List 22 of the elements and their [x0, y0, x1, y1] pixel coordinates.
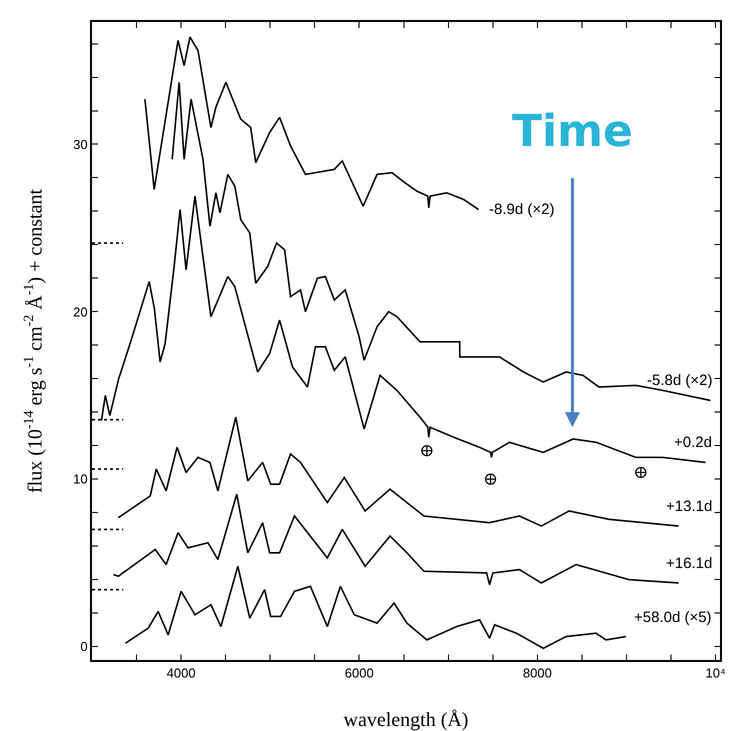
legend-label: +0.2d [674, 434, 712, 451]
y-tick-label: 20 [73, 304, 88, 320]
legend-label: +13.1d [666, 498, 712, 515]
legend-label: +58.0d (×5) [634, 609, 712, 626]
y-tick-label: 0 [80, 639, 88, 654]
point [635, 466, 646, 478]
line-series [171, 81, 712, 402]
x-axis-title: wavelength (Å) [344, 709, 468, 731]
legend-label: -5.8d (×2) [647, 372, 712, 389]
line-series [124, 565, 627, 650]
series-label: +16.1d [666, 555, 712, 572]
point [421, 445, 432, 456]
annotation: Time [512, 106, 633, 157]
y-tick-label: 30 [73, 136, 88, 152]
series-label: -8.9d (×2) [489, 201, 554, 218]
x-tick-label: 10⁴ [706, 665, 726, 680]
point [484, 474, 496, 485]
x-tick-label: 6000 [344, 665, 374, 680]
line-series [144, 36, 480, 210]
x-tick-label: 4000 [166, 665, 196, 680]
y-tick-label: 10 [73, 472, 88, 487]
x-tick-label: 8000 [522, 665, 552, 680]
